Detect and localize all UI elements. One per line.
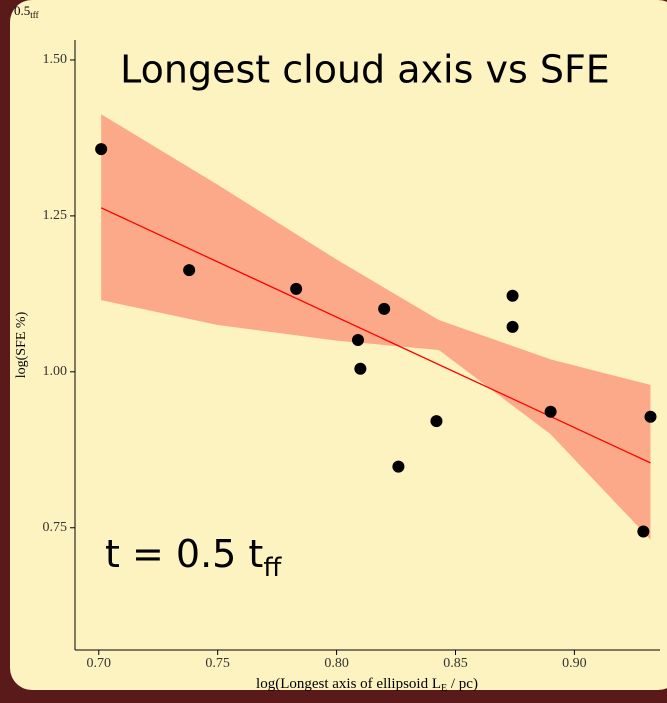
- chart: 0.5tff Longest cloud axis vs SFE log(SFE…: [0, 0, 667, 698]
- x-tick-label: 0.70: [87, 656, 112, 671]
- point: [507, 290, 519, 302]
- y-tick-label: 1.50: [43, 52, 68, 67]
- y-axis-label: log(SFE %): [14, 311, 29, 378]
- point: [430, 415, 442, 427]
- x-tick-label: 0.90: [562, 656, 587, 671]
- point: [644, 411, 656, 423]
- chart-title: Longest cloud axis vs SFE: [120, 48, 610, 92]
- point: [183, 264, 195, 276]
- page: {"chart_data": {"type": "scatter", "titl…: [0, 0, 667, 698]
- point: [378, 303, 390, 315]
- x-tick-label: 0.80: [324, 656, 349, 671]
- y-tick-label: 1.00: [43, 364, 68, 379]
- x-tick-label: 0.85: [443, 656, 468, 671]
- point: [354, 363, 366, 375]
- point: [352, 334, 364, 346]
- point: [392, 461, 404, 473]
- annotation-main: t = 0.5 t: [105, 532, 263, 576]
- y-tick-label: 0.75: [43, 520, 68, 535]
- point: [507, 321, 519, 333]
- point: [545, 406, 557, 418]
- x-tick-label: 0.75: [205, 656, 230, 671]
- point: [290, 283, 302, 295]
- point: [637, 525, 649, 537]
- point: [95, 143, 107, 155]
- panel: [10, 0, 667, 690]
- y-tick-label: 1.25: [43, 208, 68, 223]
- annotation: t = 0.5 tff: [105, 532, 282, 583]
- annotation-sub: ff: [263, 553, 282, 583]
